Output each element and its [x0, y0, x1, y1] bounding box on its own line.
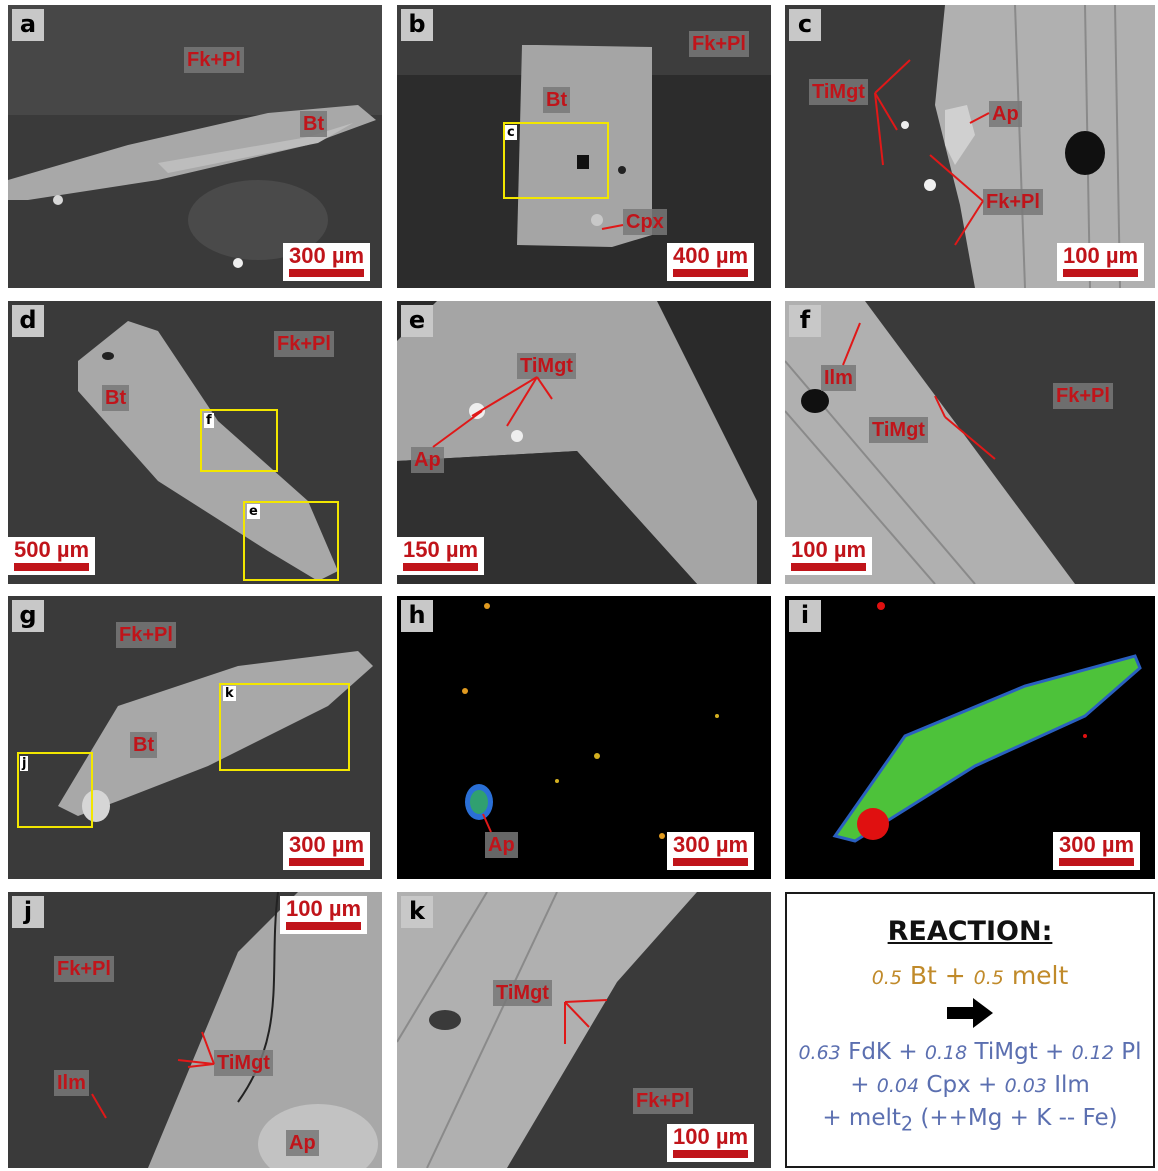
scale-bar-label: 150 µm: [403, 537, 479, 562]
mineral-label-fk-pl: Fk+Pl: [689, 31, 749, 57]
panel-b: c b Fk+Pl Bt Cpx 400 µm: [397, 5, 771, 288]
panel-letter: c: [789, 9, 821, 41]
inset-box-label: k: [223, 686, 236, 701]
mineral-label-fk-pl: Fk+Pl: [1053, 383, 1113, 409]
scale-bar: 400 µm: [667, 243, 755, 281]
reaction-box: REACTION: 0.5 Bt + 0.5 melt 0.63 FdK + 0…: [785, 892, 1155, 1168]
scale-bar-label: 300 µm: [673, 832, 749, 857]
scale-bar-label: 100 µm: [791, 537, 867, 562]
reaction-products-1: 0.63 FdK + 0.18 TiMgt + 0.12 Pl: [798, 1039, 1142, 1065]
mineral-label-ilm: Ilm: [54, 1070, 89, 1096]
panel-f: f Ilm Fk+Pl TiMgt 100 µm: [785, 301, 1155, 584]
reaction-products-3: + melt2 (++Mg + K -- Fe): [822, 1105, 1118, 1136]
scale-bar-label: 500 µm: [14, 537, 90, 562]
panel-letter: a: [12, 9, 44, 41]
mineral-label-ilm: Ilm: [821, 365, 856, 391]
inset-box-e: [243, 501, 339, 581]
inset-box-label: c: [505, 125, 517, 140]
panel-e: e TiMgt Ap 150 µm: [397, 301, 771, 584]
mineral-label-bt: Bt: [543, 87, 571, 113]
element-map-h: [397, 596, 771, 879]
bse-image-c: [785, 5, 1155, 288]
mineral-label-fk-pl: Fk+Pl: [184, 47, 244, 73]
panel-letter: h: [401, 600, 433, 632]
panel-g: k j g Fk+Pl Bt 300 µm: [8, 596, 382, 879]
mineral-label-fk-pl: Fk+Pl: [54, 956, 114, 982]
scale-bar-label: 300 µm: [1059, 832, 1135, 857]
panel-i: i 300 µm: [785, 596, 1155, 879]
mineral-label-fk-pl: Fk+Pl: [274, 331, 334, 357]
mineral-label-fk-pl: Fk+Pl: [633, 1088, 693, 1114]
mineral-label-ap: Ap: [286, 1130, 319, 1156]
mineral-label-ap: Ap: [485, 832, 518, 858]
panel-letter: e: [401, 305, 433, 337]
scale-bar-label: 400 µm: [673, 243, 749, 268]
scale-bar: 100 µm: [785, 537, 873, 575]
scale-bar-label: 300 µm: [289, 832, 365, 857]
mineral-label-bt: Bt: [130, 732, 158, 758]
scale-bar: 500 µm: [8, 537, 96, 575]
scale-bar: 300 µm: [283, 243, 371, 281]
panel-letter: b: [401, 9, 433, 41]
panel-a: a Fk+Pl Bt 300 µm: [8, 5, 382, 288]
element-map-i: [785, 596, 1155, 879]
mineral-label-cpx: Cpx: [623, 209, 667, 235]
mineral-label-timgt: TiMgt: [809, 79, 868, 105]
reaction-products-2: + 0.04 Cpx + 0.03 Ilm: [850, 1072, 1090, 1098]
panel-letter: j: [12, 896, 44, 928]
inset-box-c: [503, 122, 609, 199]
panel-h: h Ap 300 µm: [397, 596, 771, 879]
inset-box-f: [200, 409, 278, 472]
scale-bar: 300 µm: [283, 832, 371, 870]
panel-c: c TiMgt Ap Fk+Pl 100 µm: [785, 5, 1155, 288]
scale-bar: 100 µm: [1057, 243, 1145, 281]
scale-bar-label: 300 µm: [289, 243, 365, 268]
mineral-label-timgt: TiMgt: [869, 417, 928, 443]
inset-box-label: j: [20, 756, 29, 771]
panel-letter: g: [12, 600, 44, 632]
scale-bar: 100 µm: [280, 896, 368, 934]
reaction-title: REACTION:: [887, 916, 1053, 947]
inset-box-label: e: [247, 504, 260, 519]
scale-bar: 300 µm: [1053, 832, 1141, 870]
reaction-reactants: 0.5 Bt + 0.5 melt: [871, 961, 1069, 990]
panel-letter: f: [789, 305, 821, 337]
bse-image-k: [397, 892, 771, 1168]
scale-bar: 300 µm: [667, 832, 755, 870]
scale-bar: 150 µm: [397, 537, 485, 575]
panel-j: j Fk+Pl TiMgt Ilm Ap 100 µm: [8, 892, 382, 1168]
inset-box-j: [17, 752, 93, 828]
panel-k: k TiMgt Fk+Pl 100 µm: [397, 892, 771, 1168]
mineral-label-ap: Ap: [989, 101, 1022, 127]
mineral-label-timgt: TiMgt: [517, 353, 576, 379]
panel-letter: i: [789, 600, 821, 632]
panel-letter: d: [12, 305, 44, 337]
reaction-arrow-icon: [947, 998, 993, 1028]
inset-box-k: [219, 683, 350, 771]
panel-letter: k: [401, 896, 433, 928]
mineral-label-fk-pl: Fk+Pl: [983, 189, 1043, 215]
inset-box-label: f: [204, 413, 214, 428]
mineral-label-bt: Bt: [102, 385, 130, 411]
scale-bar-label: 100 µm: [1063, 243, 1139, 268]
mineral-label-bt: Bt: [300, 111, 328, 137]
panel-d: f e d Fk+Pl Bt 500 µm: [8, 301, 382, 584]
mineral-label-timgt: TiMgt: [493, 980, 552, 1006]
bse-image-g: [8, 596, 382, 879]
mineral-label-timgt: TiMgt: [214, 1050, 273, 1076]
scale-bar: 100 µm: [667, 1124, 755, 1162]
mineral-label-fk-pl: Fk+Pl: [116, 622, 176, 648]
mineral-label-ap: Ap: [411, 447, 444, 473]
scale-bar-label: 100 µm: [286, 896, 362, 921]
scale-bar-label: 100 µm: [673, 1124, 749, 1149]
